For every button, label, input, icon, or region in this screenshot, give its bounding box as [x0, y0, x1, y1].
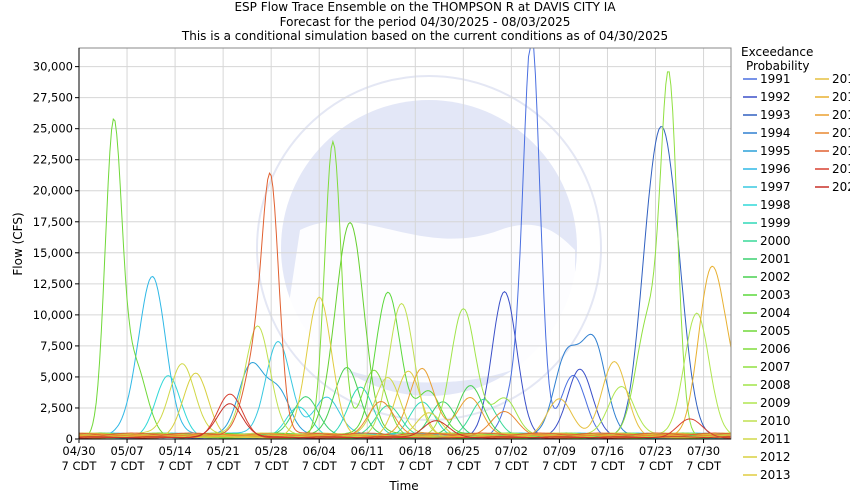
x-tick-label-time: 7 CDT — [254, 459, 290, 473]
legend-entry-1993: 1993 — [760, 108, 791, 122]
x-tick-label: 06/25 — [447, 444, 480, 458]
y-tick-label: 20,000 — [33, 184, 73, 198]
series-lines — [78, 47, 732, 439]
x-tick-label-time: 7 CDT — [302, 459, 338, 473]
y-tick-label: 15,000 — [33, 246, 73, 260]
legend-entry-1994: 1994 — [760, 126, 791, 140]
y-tick-label: 30,000 — [33, 60, 73, 74]
chart-title-line-2: Forecast for the period 04/30/2025 - 08/… — [280, 15, 571, 29]
x-tick-label: 05/07 — [110, 444, 143, 458]
x-tick-label: 05/21 — [207, 444, 240, 458]
x-tick-label: 05/14 — [159, 444, 192, 458]
x-tick-label-time: 7 CDT — [110, 459, 146, 473]
x-tick-label: 07/23 — [639, 444, 672, 458]
legend-entry-2004: 2004 — [760, 306, 791, 320]
legend-entry-2015: 2015 — [832, 90, 850, 104]
legend-entry-2011: 2011 — [760, 432, 791, 446]
series-line-2018 — [78, 172, 732, 436]
legend: Exceedance Probability 1991 1992 1993 1994 1… — [741, 45, 850, 482]
legend-entry-1996: 1996 — [760, 162, 791, 176]
legend-title-line-2: Probability — [746, 59, 809, 73]
legend-entry-1998: 1998 — [760, 198, 791, 212]
x-tick-label-time: 7 CDT — [590, 459, 626, 473]
legend-entry-1992: 1992 — [760, 90, 791, 104]
chart-title: ESP Flow Trace Ensemble on the THOMPSON … — [181, 0, 668, 43]
legend-entry-2008: 2008 — [760, 378, 791, 392]
y-tick-label: 5,000 — [40, 370, 73, 384]
legend-entry-1995: 1995 — [760, 144, 791, 158]
x-tick-label: 06/18 — [399, 444, 432, 458]
x-tick-label-time: 7 CDT — [542, 459, 578, 473]
x-tick-label-time: 7 CDT — [350, 459, 386, 473]
x-tick-label-time: 7 CDT — [158, 459, 194, 473]
y-tick-label: 2,500 — [40, 401, 73, 415]
chart-title-line-3: This is a conditional simulation based o… — [181, 29, 668, 43]
y-tick-label: 27,500 — [33, 91, 73, 105]
chart-title-line-1: ESP Flow Trace Ensemble on the THOMPSON … — [234, 0, 616, 14]
legend-entry-2000: 2000 — [760, 234, 791, 248]
x-tick-label: 06/11 — [351, 444, 384, 458]
x-tick-label-time: 7 CDT — [62, 459, 98, 473]
x-tick-label: 05/28 — [255, 444, 288, 458]
x-tick-label: 06/04 — [303, 444, 336, 458]
series-line-2017 — [78, 400, 731, 437]
y-tick-label: 17,500 — [33, 215, 73, 229]
y-tick-label: 10,000 — [33, 308, 73, 322]
x-tick-label-time: 7 CDT — [638, 459, 674, 473]
x-tick-label-time: 7 CDT — [206, 459, 242, 473]
legend-entry-2017: 2017 — [832, 126, 850, 140]
y-tick-label: 7,500 — [40, 339, 73, 353]
legend-entry-1991: 1991 — [760, 72, 791, 86]
legend-entry-2016: 2016 — [832, 108, 850, 122]
x-tick-label: 07/09 — [543, 444, 576, 458]
grid — [78, 48, 731, 440]
legend-entry-2006: 2006 — [760, 342, 791, 356]
legend-entry-2007: 2007 — [760, 360, 791, 374]
axes: 0 2,500 5,000 7,500 10,000 12,500 15,000 17,500… — [33, 47, 732, 473]
y-axis-label: Flow (CFS) — [11, 212, 25, 275]
legend-entry-1999: 1999 — [760, 216, 791, 230]
x-axis-label: Time — [388, 479, 418, 493]
legend-entry-2001: 2001 — [760, 252, 791, 266]
legend-entry-2012: 2012 — [760, 450, 791, 464]
legend-entry-2009: 2009 — [760, 396, 791, 410]
y-tick-label: 0 — [66, 432, 73, 446]
x-tick-label: 07/30 — [687, 444, 720, 458]
legend-entry-1997: 1997 — [760, 180, 791, 194]
legend-entry-2014: 2014 — [832, 72, 850, 86]
x-tick-label-time: 7 CDT — [398, 459, 434, 473]
x-tick-label: 07/16 — [591, 444, 624, 458]
legend-entry-2019: 2019 — [832, 162, 850, 176]
y-tick-label: 25,000 — [33, 122, 73, 136]
legend-entry-2013: 2013 — [760, 468, 791, 482]
x-tick-label: 04/30 — [62, 444, 95, 458]
legend-entry-2010: 2010 — [760, 414, 791, 428]
legend-entry-2018: 2018 — [832, 144, 850, 158]
legend-entry-2005: 2005 — [760, 324, 791, 338]
y-tick-label: 22,500 — [33, 153, 73, 167]
noaa-watermark-logo — [256, 75, 602, 421]
x-tick-label-time: 7 CDT — [446, 459, 482, 473]
legend-entry-2003: 2003 — [760, 288, 791, 302]
legend-entry-2002: 2002 — [760, 270, 791, 284]
series-line-2020 — [78, 403, 731, 439]
x-tick-label-time: 7 CDT — [494, 459, 530, 473]
legend-title-line-1: Exceedance — [741, 45, 813, 59]
y-tick-label: 12,500 — [33, 277, 73, 291]
watermark-bird — [285, 221, 575, 383]
x-tick-label: 07/02 — [495, 444, 528, 458]
x-tick-label-time: 7 CDT — [686, 459, 722, 473]
